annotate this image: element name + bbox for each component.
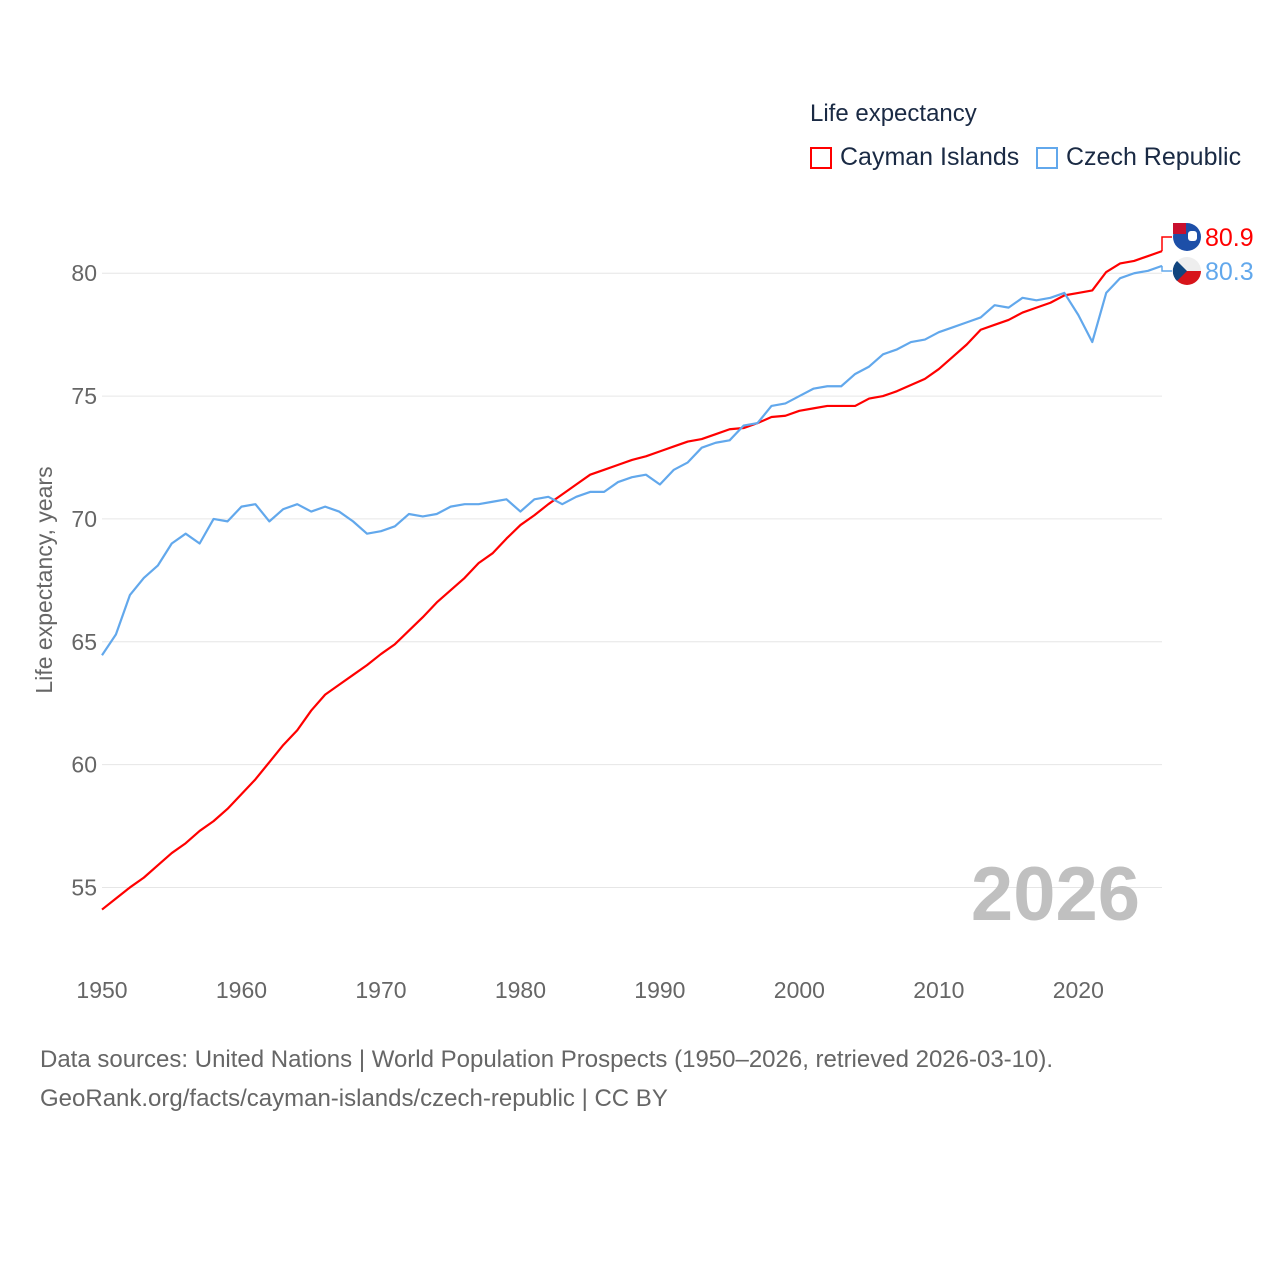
legend-swatch: [1036, 146, 1058, 169]
legend-item-cayman-islands[interactable]: Cayman Islands: [810, 143, 1019, 172]
flag-triangle: [1172, 261, 1187, 281]
y-tick-label: 70: [71, 506, 97, 532]
y-tick-label: 60: [71, 752, 97, 778]
flag-union-jack: [1173, 223, 1186, 234]
legend-item-czech-republic[interactable]: Czech Republic: [1036, 143, 1241, 172]
legend-swatch: [810, 146, 832, 169]
source-line-1: Data sources: United Nations | World Pop…: [40, 1046, 1054, 1073]
legend-label: Cayman Islands: [840, 143, 1020, 171]
end-value-label: 80.9: [1205, 224, 1254, 252]
legend-label: Czech Republic: [1066, 143, 1242, 171]
end-connector: [1161, 236, 1172, 252]
x-tick-label: 2020: [1053, 977, 1104, 1003]
series-line-cayman-islands: [101, 250, 1163, 911]
y-tick-label: 80: [71, 260, 97, 286]
year-watermark: 2026: [971, 852, 1140, 937]
end-connector: [1161, 265, 1172, 272]
x-tick-label: 1980: [495, 977, 546, 1003]
source-line-2[interactable]: GeoRank.org/facts/cayman-islands/czech-r…: [40, 1085, 668, 1112]
x-tick-label: 1960: [216, 977, 267, 1003]
x-tick-label: 2000: [774, 977, 825, 1003]
x-tick-label: 1950: [76, 977, 127, 1003]
series-line-czech-republic: [101, 264, 1163, 656]
x-tick-label: 2010: [913, 977, 964, 1003]
flag-crest: [1188, 231, 1197, 241]
y-tick-label: 75: [71, 383, 97, 409]
end-value-label: 80.3: [1205, 258, 1254, 286]
y-tick-label: 65: [71, 629, 97, 655]
x-tick-label: 1970: [355, 977, 406, 1003]
y-axis-label: Life expectancy, years: [31, 466, 57, 693]
x-tick-label: 1990: [634, 977, 685, 1003]
legend-title: Life expectancy: [810, 100, 977, 127]
y-tick-label: 55: [71, 874, 97, 900]
